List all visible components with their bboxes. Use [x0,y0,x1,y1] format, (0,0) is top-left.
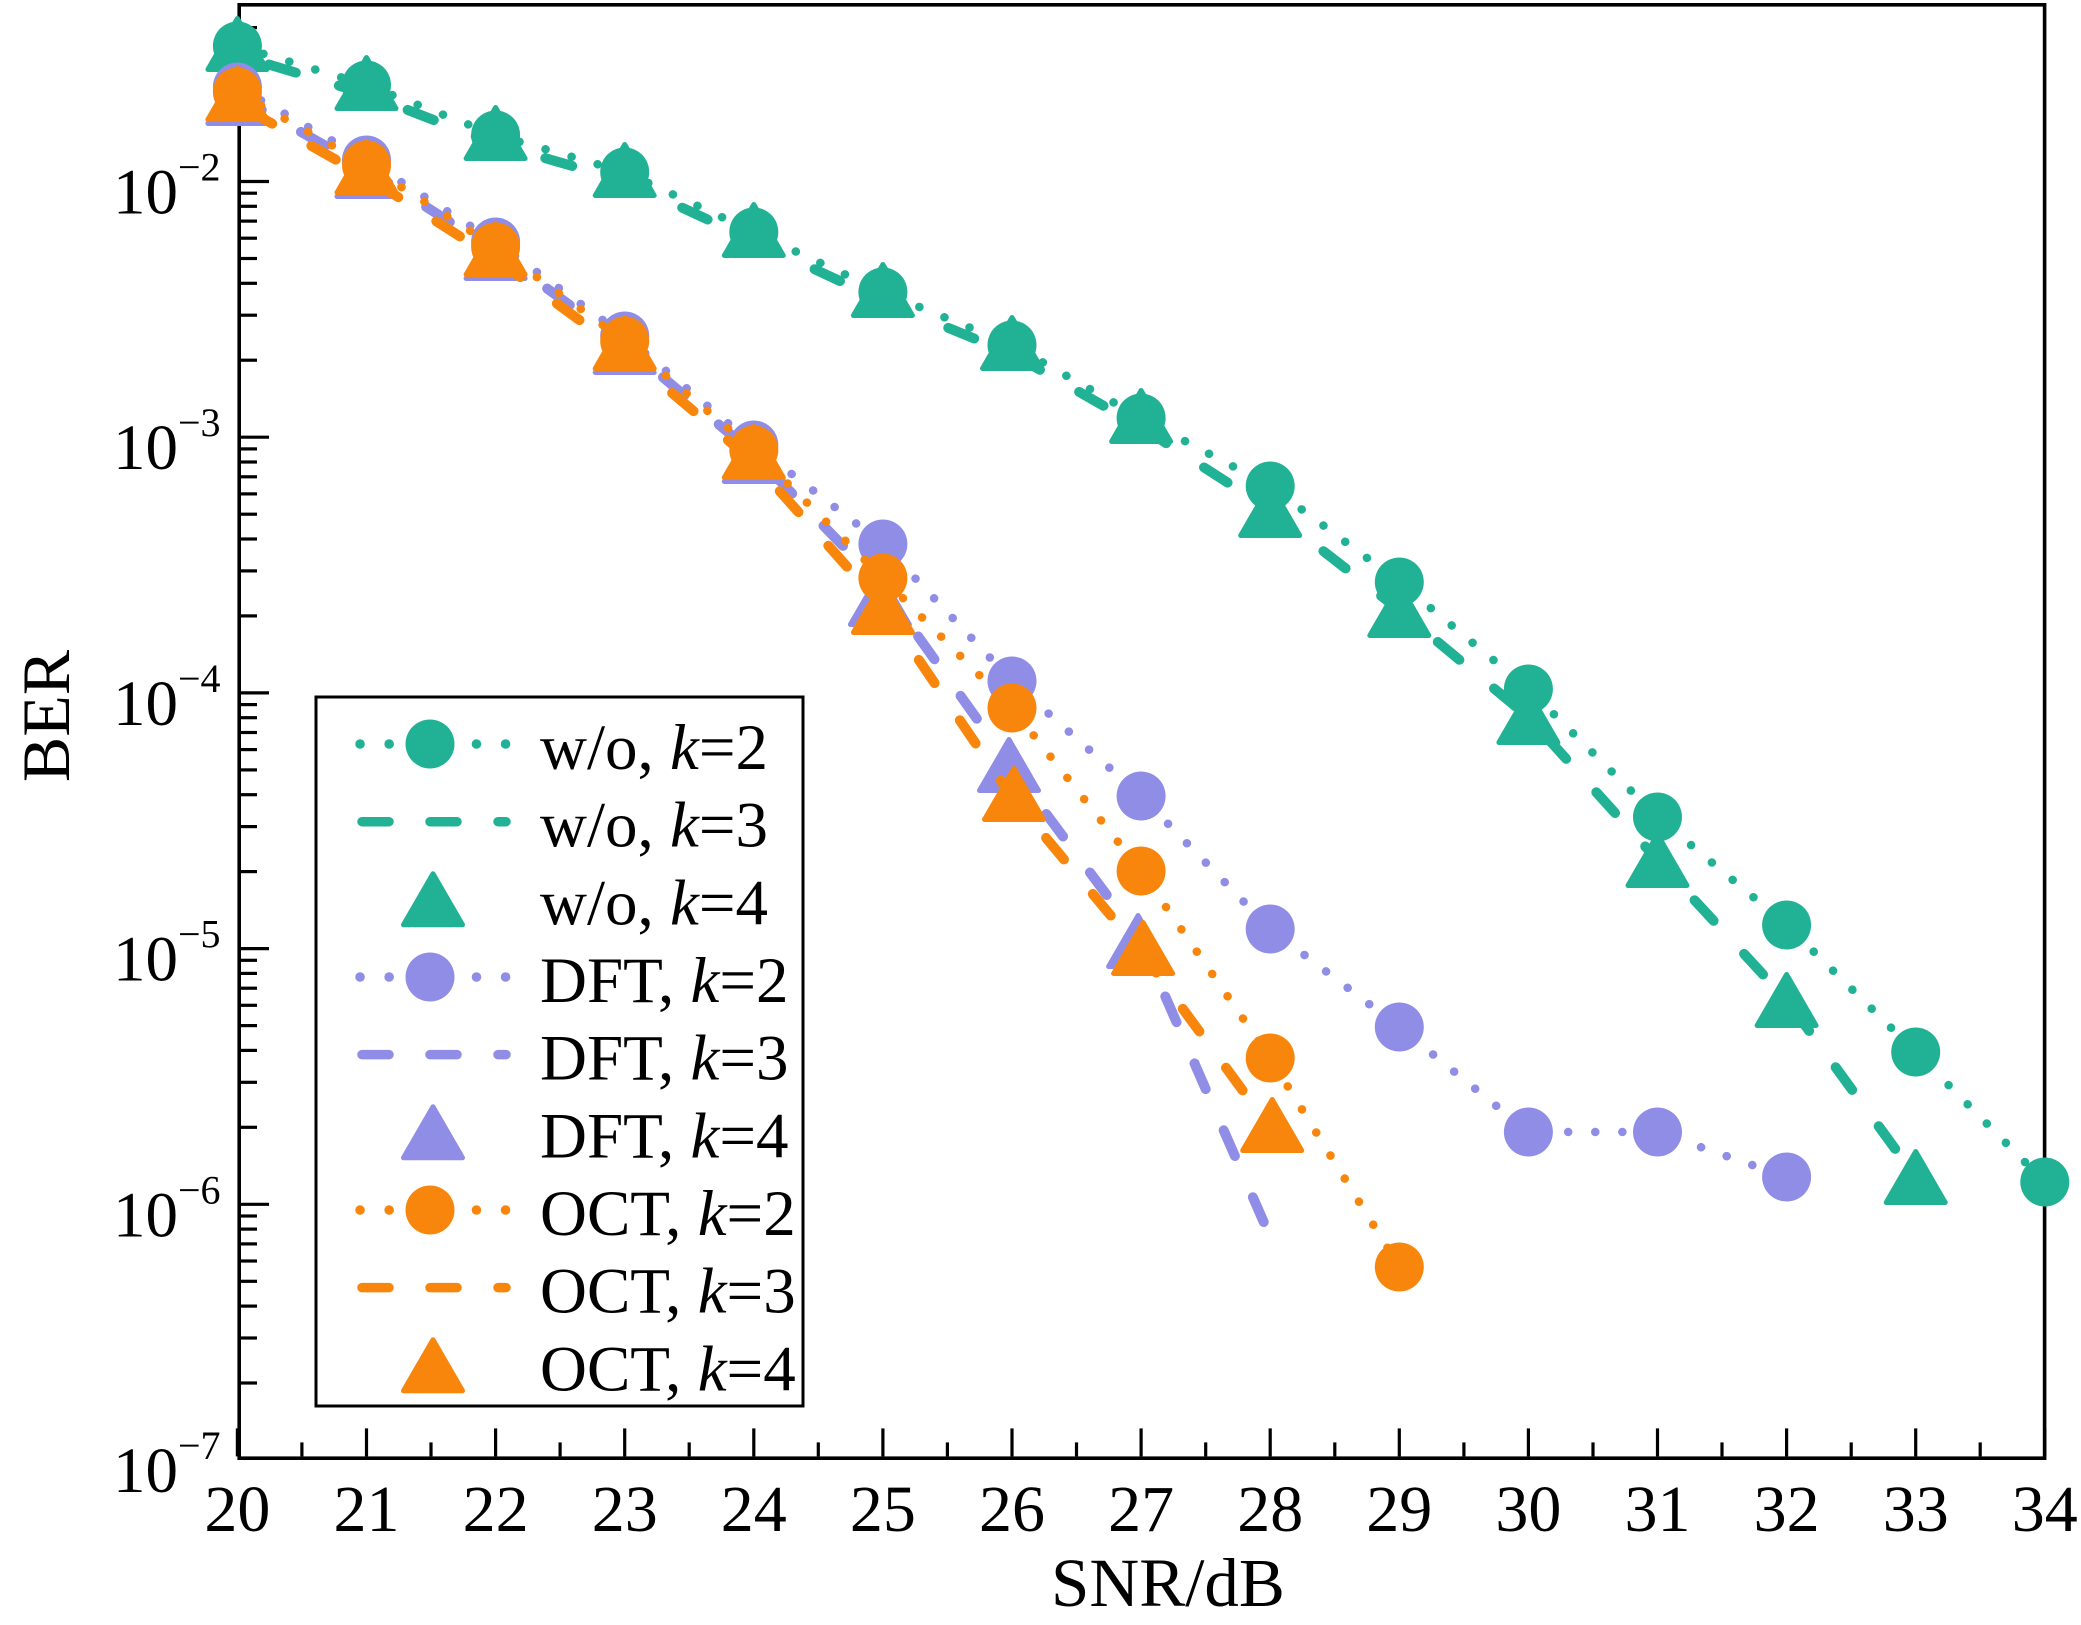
svg-text:SNR/dB: SNR/dB [1051,1545,1285,1621]
svg-text:27: 27 [1108,1473,1174,1546]
svg-text:22: 22 [463,1473,529,1546]
svg-text:24: 24 [721,1473,787,1546]
svg-text:DFT, k=3: DFT, k=3 [540,1023,789,1095]
svg-text:29: 29 [1366,1473,1432,1546]
svg-text:OCT, k=4: OCT, k=4 [540,1333,796,1405]
svg-text:DFT, k=4: DFT, k=4 [540,1100,789,1172]
svg-text:21: 21 [334,1473,400,1546]
svg-text:20: 20 [204,1473,270,1546]
svg-text:w/o, k=4: w/o, k=4 [540,867,768,939]
svg-text:34: 34 [2012,1473,2078,1546]
svg-text:32: 32 [1754,1473,1820,1546]
svg-text:23: 23 [592,1473,658,1546]
svg-text:OCT, k=3: OCT, k=3 [540,1256,796,1328]
svg-text:10−2: 10−2 [113,145,221,229]
svg-text:DFT, k=2: DFT, k=2 [540,945,789,1017]
svg-text:26: 26 [979,1473,1045,1546]
svg-text:25: 25 [850,1473,916,1546]
svg-text:BER: BER [8,649,84,782]
svg-text:OCT, k=2: OCT, k=2 [540,1178,796,1250]
svg-text:w/o, k=3: w/o, k=3 [540,790,768,862]
svg-text:w/o, k=2: w/o, k=2 [540,712,768,784]
svg-text:33: 33 [1883,1473,1949,1546]
svg-text:31: 31 [1625,1473,1691,1546]
svg-text:28: 28 [1237,1473,1303,1546]
svg-text:30: 30 [1495,1473,1561,1546]
